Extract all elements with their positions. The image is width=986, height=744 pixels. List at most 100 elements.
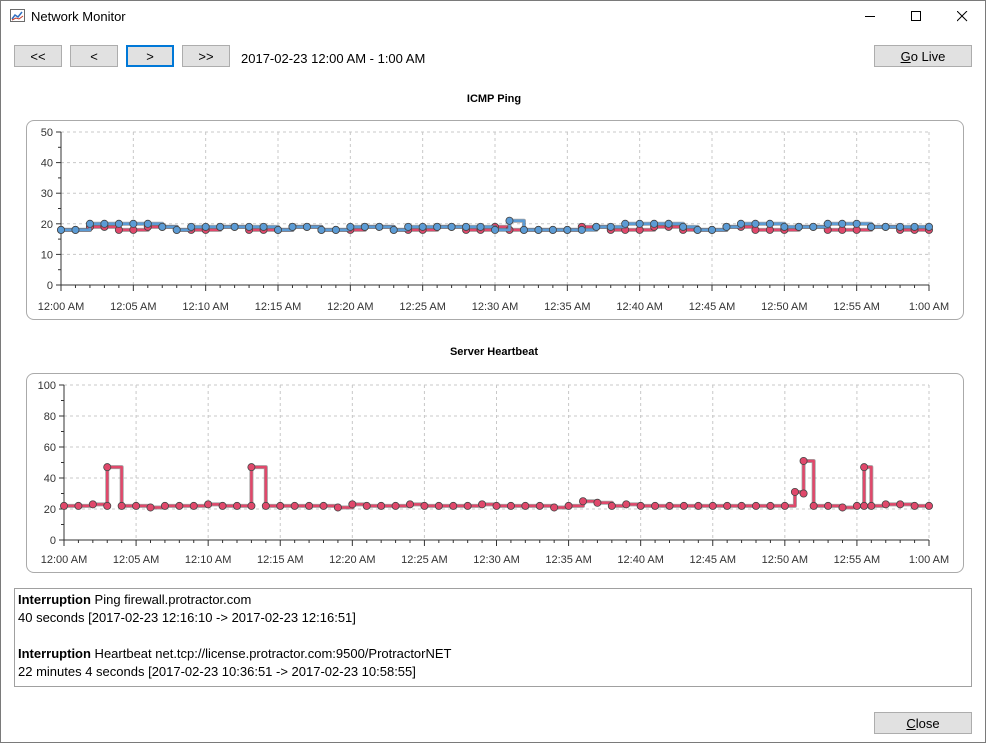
data-point: [752, 501, 761, 510]
data-point: [333, 503, 342, 512]
data-point: [420, 501, 429, 510]
data-point: [635, 219, 644, 228]
x-tick-label: 12:15 AM: [255, 301, 301, 313]
data-point: [737, 501, 746, 510]
data-point: [780, 501, 789, 510]
data-point: [114, 219, 123, 228]
x-tick-label: 12:40 AM: [616, 301, 662, 313]
maximize-icon: [910, 11, 921, 21]
x-tick-label: 12:05 AM: [110, 301, 156, 313]
data-point: [103, 501, 112, 510]
data-point: [838, 219, 847, 228]
data-point: [377, 501, 386, 510]
data-point: [189, 501, 198, 510]
x-tick-label: 12:45 AM: [689, 301, 735, 313]
data-point: [534, 225, 543, 234]
data-point: [60, 501, 69, 510]
first-page-button[interactable]: <<: [14, 45, 62, 67]
x-tick-label: 12:10 AM: [182, 301, 228, 313]
data-point: [146, 503, 155, 512]
data-point: [799, 456, 808, 465]
data-point: [593, 498, 602, 507]
data-point: [521, 501, 530, 510]
data-point: [723, 501, 732, 510]
data-point: [736, 219, 745, 228]
data-point: [348, 500, 357, 509]
y-tick-label: 50: [41, 127, 53, 139]
data-point: [505, 216, 514, 225]
data-point: [606, 222, 615, 231]
minimize-icon: [864, 16, 875, 17]
data-point: [232, 501, 241, 510]
data-point: [766, 501, 775, 510]
y-tick-label: 80: [44, 411, 56, 423]
data-point: [201, 222, 210, 231]
data-point: [404, 222, 413, 231]
data-point: [621, 219, 630, 228]
data-point: [230, 222, 239, 231]
data-point: [216, 222, 225, 231]
y-tick-label: 10: [41, 249, 53, 261]
data-point: [100, 219, 109, 228]
data-point: [708, 501, 717, 510]
data-point: [823, 219, 832, 228]
data-point: [722, 222, 731, 231]
y-tick-label: 100: [38, 380, 56, 392]
data-point: [881, 222, 890, 231]
previous-page-button[interactable]: <: [70, 45, 118, 67]
y-tick-label: 40: [44, 473, 56, 485]
data-point: [160, 501, 169, 510]
next-page-button[interactable]: >: [126, 45, 174, 67]
y-tick-label: 20: [41, 219, 53, 231]
interruption-log[interactable]: Interruption Ping firewall.protractor.co…: [14, 588, 972, 687]
data-point: [85, 219, 94, 228]
data-point: [362, 501, 371, 510]
log-entry-detail: 40 seconds [2017-02-23 12:16:10 -> 2017-…: [18, 610, 356, 625]
data-point: [881, 500, 890, 509]
data-point: [462, 222, 471, 231]
data-point: [218, 501, 227, 510]
x-tick-label: 12:20 AM: [329, 554, 375, 566]
data-point: [809, 222, 818, 231]
log-entry-target: Ping firewall.protractor.com: [90, 592, 252, 607]
data-point: [650, 219, 659, 228]
x-tick-label: 12:55 AM: [834, 554, 880, 566]
maximize-button[interactable]: [893, 1, 939, 32]
data-point: [751, 219, 760, 228]
data-point: [245, 222, 254, 231]
data-point: [564, 501, 573, 510]
data-point: [158, 222, 167, 231]
data-point: [117, 501, 126, 510]
x-tick-label: 1:00 AM: [909, 301, 949, 313]
close-window-button[interactable]: [939, 1, 985, 32]
title-bar: Network Monitor: [1, 1, 985, 32]
data-point: [651, 501, 660, 510]
log-entry-label: Interruption: [18, 592, 91, 607]
data-point: [288, 222, 297, 231]
data-point: [360, 222, 369, 231]
data-point: [622, 500, 631, 509]
data-point: [273, 225, 282, 234]
log-entry-detail: 22 minutes 4 seconds [2017-02-23 10:36:5…: [18, 664, 416, 679]
data-point: [449, 501, 458, 510]
data-point: [910, 222, 919, 231]
data-point: [809, 501, 818, 510]
data-point: [103, 463, 112, 472]
data-point: [665, 501, 674, 510]
data-point: [132, 501, 141, 510]
data-point: [838, 503, 847, 512]
data-point: [896, 222, 905, 231]
data-point: [175, 501, 184, 510]
data-point: [694, 501, 703, 510]
window-title: Network Monitor: [31, 9, 126, 24]
minimize-button[interactable]: [847, 1, 893, 32]
x-tick-label: 12:35 AM: [544, 301, 590, 313]
close-label: lose: [915, 715, 940, 731]
last-page-button[interactable]: >>: [182, 45, 230, 67]
data-point: [860, 463, 869, 472]
x-tick-label: 12:00 AM: [41, 554, 87, 566]
y-tick-label: 60: [44, 442, 56, 454]
